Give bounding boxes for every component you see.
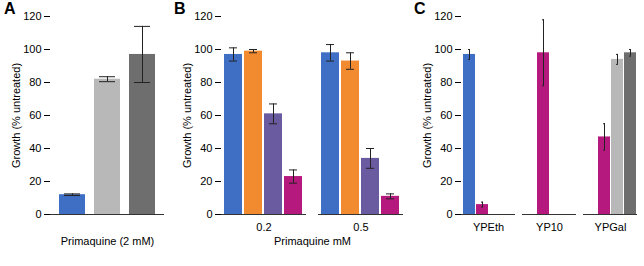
svg-text:0.5: 0.5 (353, 221, 368, 233)
svg-text:0.2: 0.2 (256, 221, 271, 233)
svg-text:80: 80 (200, 76, 212, 88)
svg-text:80: 80 (29, 76, 41, 88)
svg-text:Growth (% untreated): Growth (% untreated) (421, 63, 433, 168)
svg-text:Growth (% untreated): Growth (% untreated) (181, 63, 193, 168)
svg-text:YPEth: YPEth (473, 221, 504, 233)
svg-text:20: 20 (440, 175, 452, 187)
svg-text:Primaquine (2 mM): Primaquine (2 mM) (61, 235, 155, 247)
svg-text:120: 120 (23, 10, 41, 22)
html-text:C: C (414, 0, 426, 17)
svg-text:40: 40 (200, 142, 212, 154)
html-text:B: B (174, 0, 186, 17)
svg-text:60: 60 (200, 109, 212, 121)
html-text:A: A (4, 0, 16, 17)
svg-text:100: 100 (194, 43, 212, 55)
svg-text:40: 40 (440, 142, 452, 154)
svg-text:YP10: YP10 (536, 221, 563, 233)
svg-text:0: 0 (446, 208, 452, 220)
svg-text:100: 100 (23, 43, 41, 55)
svg-text:120: 120 (434, 10, 452, 22)
svg-text:20: 20 (29, 175, 41, 187)
svg-text:0: 0 (35, 208, 41, 220)
svg-text:60: 60 (29, 109, 41, 121)
svg-text:Primaquine mM: Primaquine mM (274, 235, 351, 247)
svg-text:120: 120 (194, 10, 212, 22)
svg-text:YPGal: YPGal (595, 221, 627, 233)
svg-text:80: 80 (440, 76, 452, 88)
svg-text:20: 20 (200, 175, 212, 187)
svg-text:Growth (% untreated): Growth (% untreated) (10, 63, 22, 168)
svg-text:60: 60 (440, 109, 452, 121)
svg-text:100: 100 (434, 43, 452, 55)
svg-text:0: 0 (206, 208, 212, 220)
svg-text:40: 40 (29, 142, 41, 154)
